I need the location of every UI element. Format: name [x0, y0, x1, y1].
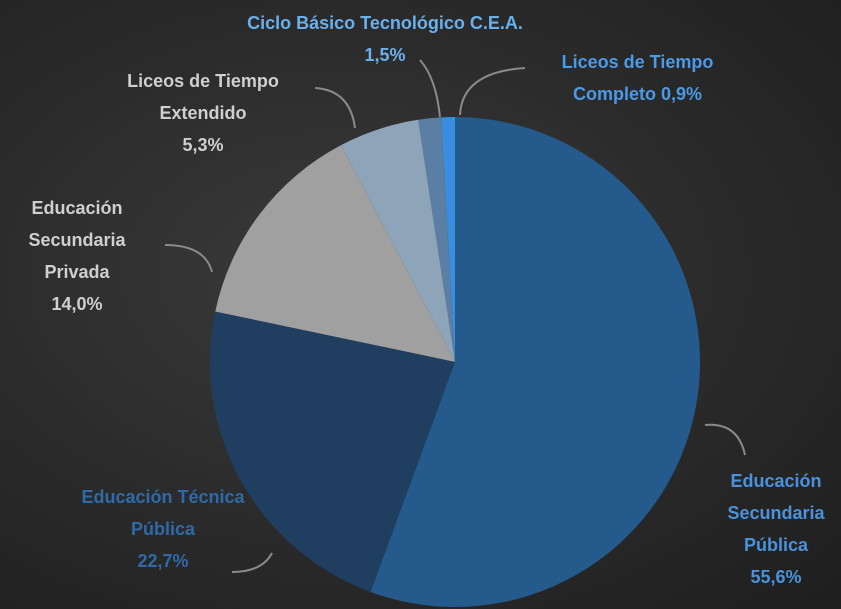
leader-lines	[164, 59, 746, 573]
slice-label: Educación Secundaria Pública 55,6%	[711, 465, 841, 593]
value-label: 0,9%	[660, 84, 703, 104]
value-label: 22,7%	[137, 551, 189, 571]
category-label: Ciclo Básico Tecnológico C.E.A.	[247, 13, 523, 33]
value-label: 14,0%	[51, 294, 103, 314]
category-label: Educación Secundaria Pública	[727, 471, 825, 555]
leader-line	[459, 67, 526, 116]
value-label: 1,5%	[364, 45, 406, 65]
slice-label: Educación Técnica Pública 22,7%	[73, 481, 253, 577]
pie-slice	[441, 117, 455, 362]
leader-line	[314, 87, 356, 129]
pie-slice	[341, 119, 455, 362]
category-label: Educación Secundaria Privada	[28, 198, 126, 282]
value-label: 55,6%	[750, 567, 802, 587]
slice-label: Liceos de Tiempo Extendido 5,3%	[98, 65, 308, 161]
category-label: Liceos de Tiempo Extendido	[127, 71, 279, 123]
category-label: Educación Técnica Pública	[81, 487, 245, 539]
pie-slice	[418, 117, 455, 362]
leader-line	[704, 423, 746, 456]
pie-slice	[210, 311, 455, 592]
category-label: Liceos de Tiempo Completo	[561, 52, 714, 104]
slice-label: Liceos de Tiempo Completo 0,9%	[530, 46, 745, 110]
pie-slice	[370, 117, 700, 607]
slice-label: Ciclo Básico Tecnológico C.E.A. 1,5%	[245, 7, 525, 71]
leader-line	[164, 244, 213, 273]
leader-line	[231, 552, 273, 573]
leader-line	[419, 59, 441, 118]
slice-label: Educación Secundaria Privada 14,0%	[12, 192, 142, 320]
pie-slice	[215, 145, 455, 362]
value-label: 5,3%	[182, 135, 224, 155]
